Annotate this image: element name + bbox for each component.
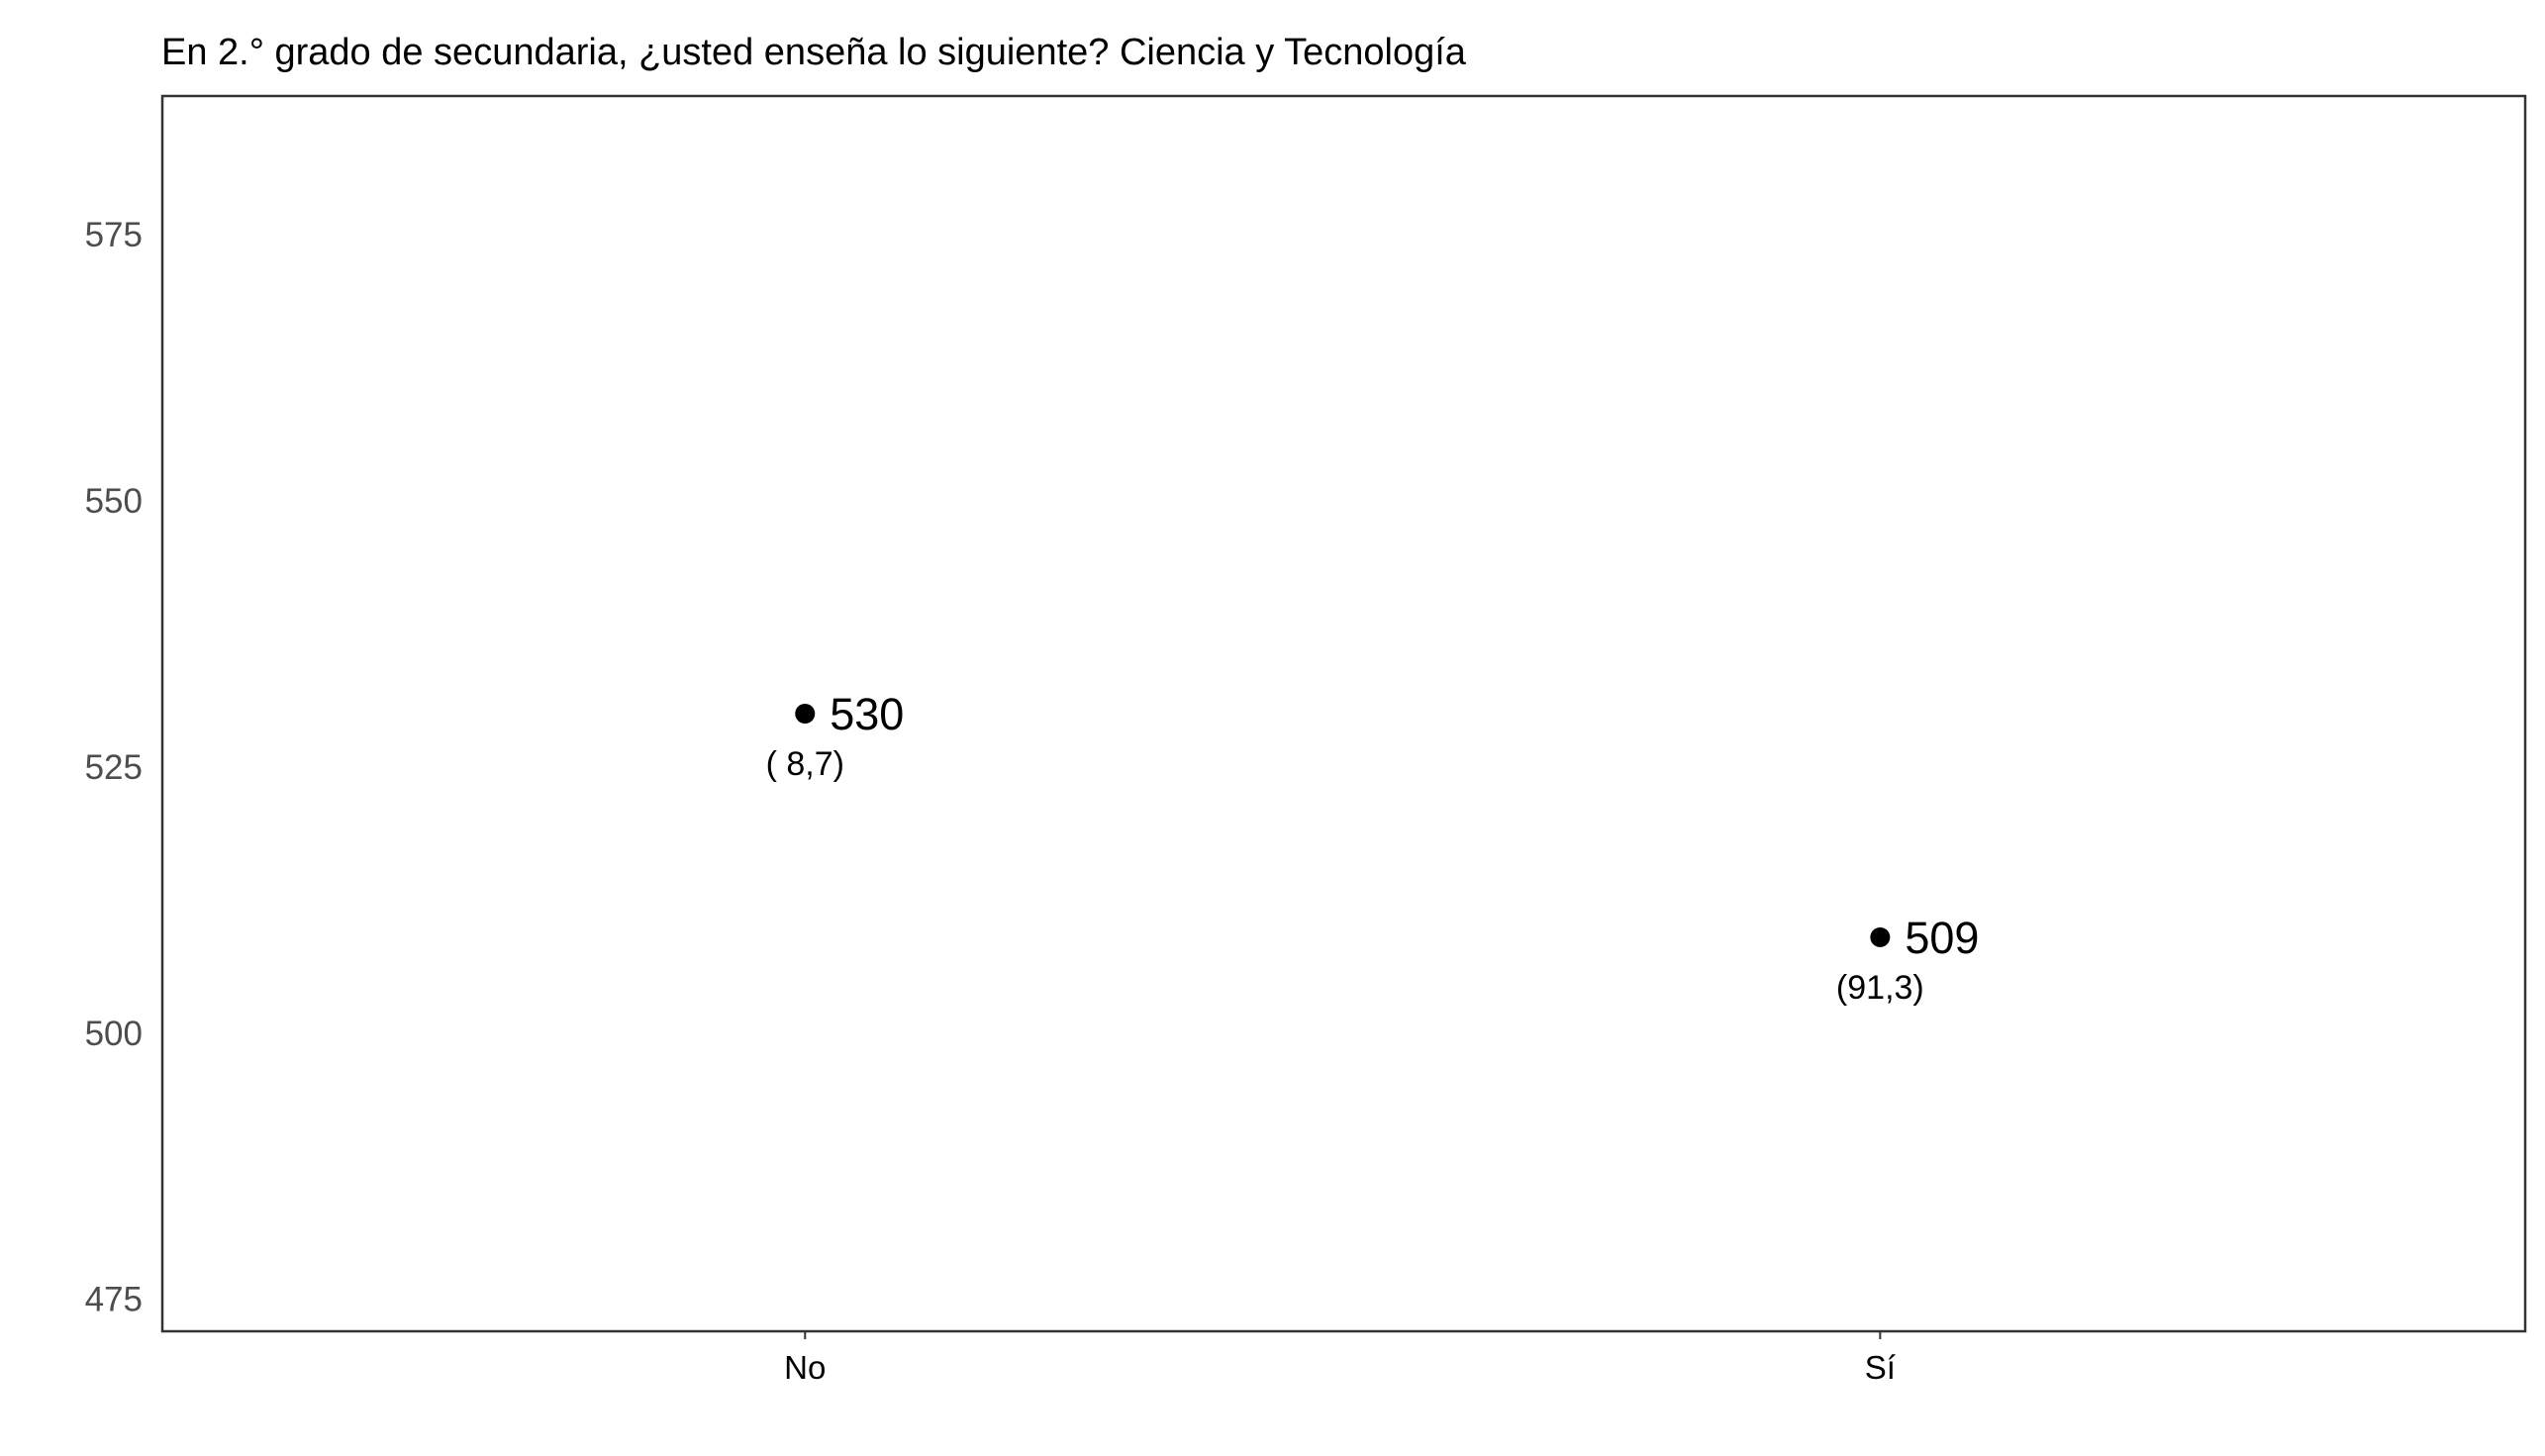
data-point xyxy=(795,704,816,724)
y-tick-label: 500 xyxy=(85,1015,143,1053)
data-points: 530 ( 8,7) 509 (91,3) xyxy=(766,689,1980,1007)
y-tick-label: 525 xyxy=(85,748,143,787)
plot-frame xyxy=(160,94,2527,1333)
x-axis: No Sí xyxy=(784,1331,1896,1386)
data-value-label: 509 xyxy=(1905,913,1979,963)
x-tick-label: Sí xyxy=(1865,1349,1896,1386)
y-tick-label: 575 xyxy=(85,216,143,254)
y-axis: 475 500 525 550 575 xyxy=(85,216,143,1319)
y-tick-label: 475 xyxy=(85,1281,143,1319)
data-point xyxy=(1870,926,1891,947)
y-tick-label: 550 xyxy=(85,482,143,521)
data-value-label: 530 xyxy=(830,689,904,739)
data-percent-label: (91,3) xyxy=(1836,969,1924,1007)
data-percent-label: ( 8,7) xyxy=(766,745,844,783)
chart-title: En 2.° grado de secundaria, ¿usted enseñ… xyxy=(161,32,1467,73)
x-tick-label: No xyxy=(784,1349,826,1386)
